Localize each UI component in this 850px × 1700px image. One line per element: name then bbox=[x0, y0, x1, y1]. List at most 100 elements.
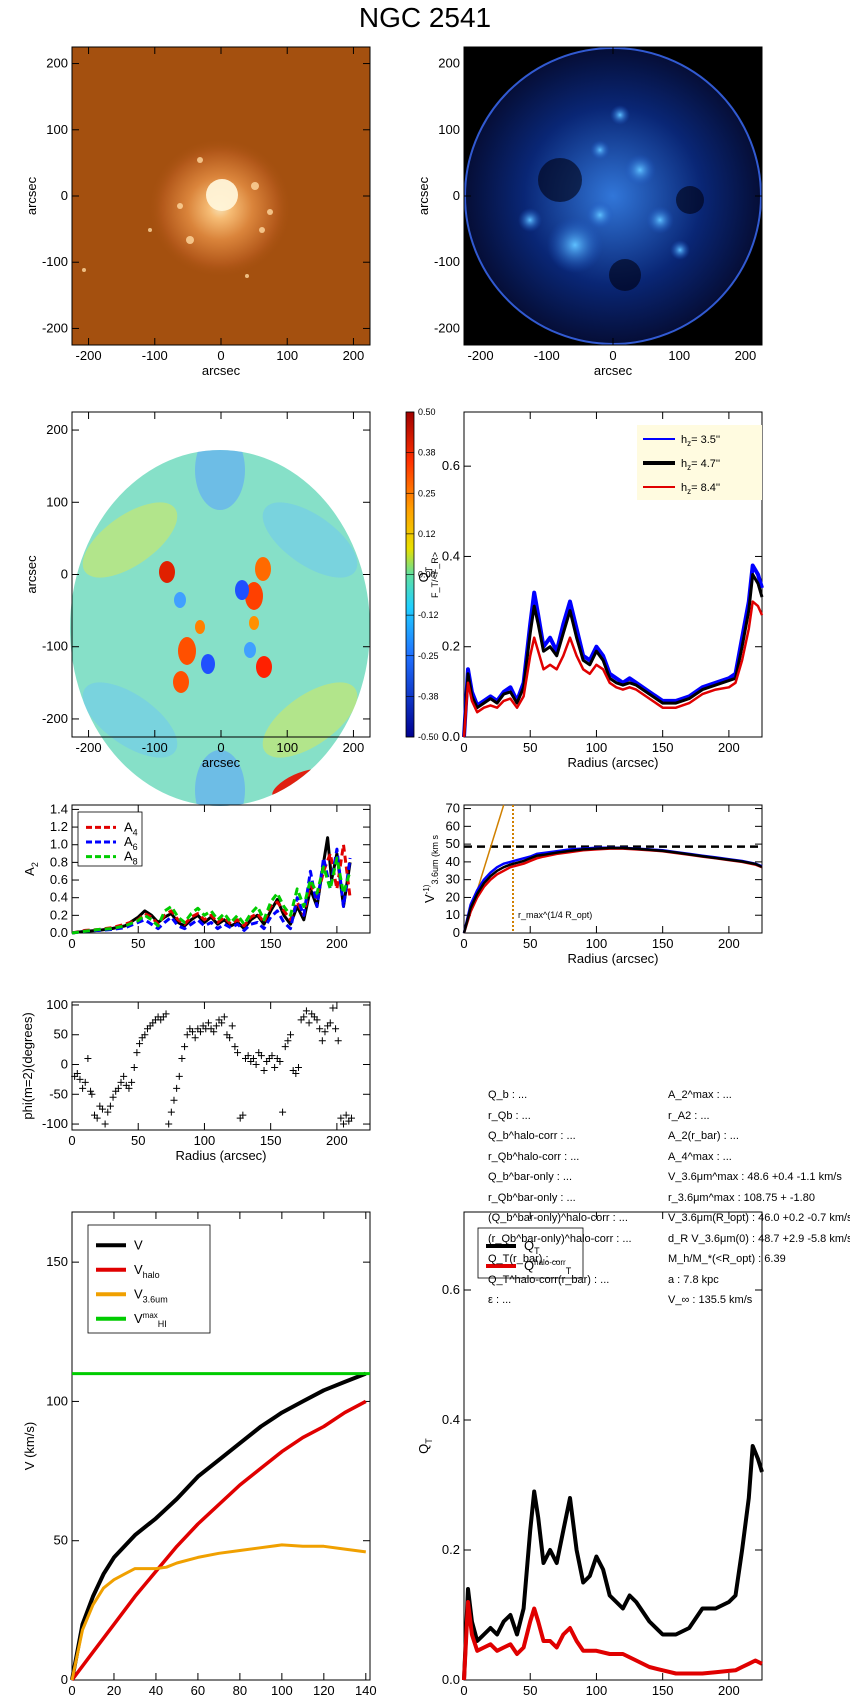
scatter-point bbox=[257, 1052, 265, 1060]
x-tick-label: 100 bbox=[276, 740, 298, 755]
y-tick-label: 1.0 bbox=[50, 837, 68, 852]
series-line bbox=[71, 843, 352, 935]
param: (Q_b^bar-only)^halo-corr : ... bbox=[488, 1212, 628, 1224]
y-tick-label: -50 bbox=[49, 1086, 68, 1101]
colorbar-tick-label: 0.50 bbox=[418, 407, 436, 417]
y-tick-label: 1.4 bbox=[50, 801, 68, 816]
x-axis-label: arcsec bbox=[202, 755, 241, 770]
scatter-point bbox=[340, 1120, 348, 1128]
scatter-point bbox=[294, 1063, 302, 1071]
x-axis-label: arcsec bbox=[594, 363, 633, 378]
y-tick-label: -100 bbox=[42, 1116, 68, 1131]
scatter-point bbox=[165, 1120, 173, 1128]
scatter-point bbox=[321, 1028, 329, 1036]
panel-image-residual bbox=[464, 47, 762, 345]
scatter-point bbox=[93, 1114, 101, 1122]
param: a : 7.8 kpc bbox=[668, 1273, 719, 1286]
scatter-point bbox=[220, 1013, 228, 1021]
x-tick-label: 0 bbox=[460, 1683, 467, 1698]
residual-blobs bbox=[518, 105, 690, 273]
y-tick-label: 20 bbox=[446, 889, 460, 904]
y-tick-label: 150 bbox=[46, 1254, 68, 1269]
scatter-point bbox=[279, 1108, 287, 1116]
map-structures bbox=[82, 450, 358, 806]
scatter-point bbox=[231, 1043, 239, 1051]
x-tick-label: 0 bbox=[217, 348, 224, 363]
y-tick-label: 0.0 bbox=[442, 729, 460, 744]
x-tick-label: 40 bbox=[149, 1683, 163, 1698]
scatter-point bbox=[218, 1019, 226, 1027]
scatter-point bbox=[342, 1111, 350, 1119]
x-axis-label: Radius (arcsec) bbox=[567, 1698, 658, 1700]
y-tick-label: -100 bbox=[42, 639, 68, 654]
legend-label: hz= 4.7'' bbox=[681, 458, 720, 472]
y-tick-label: 50 bbox=[54, 1533, 68, 1548]
colorbar-tick-label: 0.00 bbox=[418, 570, 436, 580]
scatter-point bbox=[244, 1052, 252, 1060]
param: Q_b^bar-only : ... bbox=[488, 1171, 573, 1183]
scatter-point bbox=[175, 1072, 183, 1080]
scatter-point bbox=[210, 1028, 218, 1036]
scatter-point bbox=[76, 1075, 84, 1083]
legend-box bbox=[87, 1224, 211, 1334]
scatter-point bbox=[133, 1049, 141, 1057]
y-tick-label: 0.2 bbox=[50, 907, 68, 922]
plot-frame bbox=[71, 1211, 371, 1681]
scatter-point bbox=[101, 1120, 109, 1128]
x-tick-label: 150 bbox=[260, 1133, 282, 1148]
plot-frame bbox=[463, 804, 763, 934]
param: r_3.6μm^max : 108.75 + -1.80 bbox=[668, 1191, 815, 1204]
colorbar-tick-label: -0.25 bbox=[418, 651, 439, 661]
scatter-point bbox=[316, 1025, 324, 1033]
x-tick-label: 0 bbox=[217, 740, 224, 755]
param: ε : ... bbox=[488, 1294, 512, 1306]
y-tick-label: 0.6 bbox=[442, 1282, 460, 1297]
x-tick-label: 140 bbox=[355, 1683, 377, 1698]
scatter-point bbox=[98, 1105, 106, 1113]
param: V_3.6μm^max : 48.6 +0.4 -1.1 km/s bbox=[668, 1171, 842, 1183]
x-tick-label: 200 bbox=[326, 936, 348, 951]
y-tick-label: 0.0 bbox=[50, 925, 68, 940]
panel-velocity-decomposition: 0 20 40 60 80 100 120 140 0 50 100 150 Radius (arcse… bbox=[22, 1211, 377, 1700]
x-tick-label: -100 bbox=[142, 348, 168, 363]
param: M_h/M_*(<R_opt) : 6.39 bbox=[668, 1253, 786, 1265]
x-tick-label: -200 bbox=[76, 348, 102, 363]
y-tick-label: 0.2 bbox=[442, 1542, 460, 1557]
x-tick-label: 100 bbox=[586, 936, 608, 951]
parameters-right-column: A_2^max : ... r_A2 : ... A_2(r_bar) : ..… bbox=[668, 1085, 850, 1311]
legend-label: hz= 8.4'' bbox=[681, 482, 720, 496]
x-tick-label: 100 bbox=[586, 740, 608, 755]
scatter-point bbox=[178, 1055, 186, 1063]
scatter-point bbox=[212, 1022, 220, 1030]
scatter-point bbox=[287, 1031, 295, 1039]
scatter-point bbox=[204, 1019, 212, 1027]
scatter-point bbox=[136, 1040, 144, 1048]
x-tick-label: 150 bbox=[652, 1683, 674, 1698]
scatter-point bbox=[276, 1058, 284, 1066]
x-tick-label: 200 bbox=[718, 936, 740, 951]
scatter-point bbox=[130, 1063, 138, 1071]
series-line bbox=[71, 836, 352, 935]
y-tick-label: 0 bbox=[61, 1057, 68, 1072]
x-tick-label: 0 bbox=[68, 936, 75, 951]
x-tick-label: 100 bbox=[586, 1683, 608, 1698]
scatter-point bbox=[226, 1034, 234, 1042]
x-tick-label: 200 bbox=[343, 348, 365, 363]
x-tick-label: -200 bbox=[76, 740, 102, 755]
y-tick-label: -100 bbox=[42, 254, 68, 269]
series-line bbox=[462, 573, 764, 738]
y-tick-label: -200 bbox=[434, 320, 460, 335]
scatter-point bbox=[104, 1108, 112, 1116]
param: Q_T(r_bar) : ... bbox=[488, 1253, 561, 1265]
scatter-point bbox=[183, 1031, 191, 1039]
y-tick-label: 10 bbox=[446, 907, 460, 922]
scatter-point bbox=[239, 1111, 247, 1119]
scatter-point bbox=[191, 1034, 199, 1042]
parameters-panel: Q_b : ... r_Qb : ... Q_b^halo-corr : ...… bbox=[488, 1085, 850, 1306]
series-line bbox=[70, 1371, 367, 1681]
x-tick-label: 100 bbox=[194, 1133, 216, 1148]
